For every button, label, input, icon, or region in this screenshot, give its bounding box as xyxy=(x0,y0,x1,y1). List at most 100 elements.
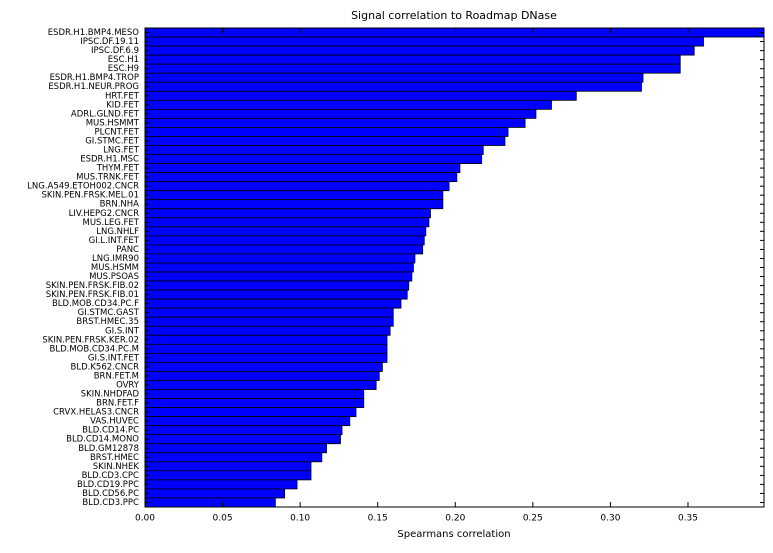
plot-frame xyxy=(144,27,765,508)
y-tick-label: ADRL.GLND.FET xyxy=(71,109,140,119)
bar xyxy=(144,127,509,137)
bar xyxy=(144,90,577,101)
x-tick-label: 0.30 xyxy=(600,514,620,524)
bar xyxy=(144,45,695,56)
bar xyxy=(144,380,377,390)
y-tick-label: ESC.H1 xyxy=(108,55,139,65)
bar xyxy=(144,325,391,336)
y-tick-label: GI.STMC.GAST xyxy=(78,308,140,318)
x-tick-label: 0.20 xyxy=(445,514,465,524)
bar xyxy=(144,434,341,445)
y-tick-label: VAS.HUVEC xyxy=(90,417,139,427)
bar xyxy=(144,389,365,399)
y-tick-label: THYM.FET xyxy=(96,164,140,174)
y-tick-label: ESC.H9 xyxy=(108,64,139,74)
bar xyxy=(144,235,425,246)
y-tick-label: BLD.CD3.CPC xyxy=(82,471,139,481)
bar xyxy=(144,72,644,83)
bar xyxy=(144,361,383,372)
x-axis-label: Spearmans correlation xyxy=(397,529,510,540)
y-tick-label: SKIN.NHEK xyxy=(93,462,140,472)
bar xyxy=(144,145,484,155)
y-tick-label: SKIN.PEN.FRSK.MEL.01 xyxy=(41,191,139,201)
y-tick-label: ESDR.H1.BMP4.TROP xyxy=(50,73,139,83)
y-tick-label: OVRY xyxy=(116,380,140,390)
bar xyxy=(144,117,526,128)
bar xyxy=(144,99,552,110)
bar xyxy=(144,307,394,318)
y-tick-label: ESDR.H1.NEUR.PROG xyxy=(48,82,139,92)
x-tick-label: 0.00 xyxy=(135,514,155,524)
bar xyxy=(144,271,413,282)
bar xyxy=(144,244,424,255)
y-tick-label: SKIN.PEN.FRSK.FIB.01 xyxy=(46,290,139,300)
y-tick-label: GI.S.INT xyxy=(105,326,140,336)
y-tick-label: BRST.HMEC.35 xyxy=(76,317,139,327)
bar xyxy=(144,425,343,436)
bar xyxy=(144,163,461,174)
bar xyxy=(144,371,380,381)
bar xyxy=(144,226,427,237)
y-tick-label: MUS.TRNK.FET xyxy=(76,173,140,183)
y-tick-label: ESDR.H1.MSC xyxy=(80,155,139,165)
bar xyxy=(144,488,286,499)
bar xyxy=(144,81,642,92)
y-tick-label: BLD.CD56.PC xyxy=(82,489,139,499)
y-tick-label: LNG.FET xyxy=(103,146,140,156)
y-tick-label: BLD.CD3.PPC xyxy=(82,498,139,508)
y-tick-label: MUS.HSMM xyxy=(91,263,139,273)
y-tick-label: SKIN.PEN.FRSK.KER.02 xyxy=(42,335,139,345)
y-tick-label: HRT.FET xyxy=(105,91,140,101)
bar xyxy=(144,181,450,192)
bar xyxy=(144,479,298,490)
bar xyxy=(144,190,444,201)
bar xyxy=(144,262,414,273)
y-tick-label: MUS.PSOAS xyxy=(89,272,139,282)
bar xyxy=(144,36,704,47)
y-tick-label: CRVX.HELAS3.CNCR xyxy=(53,408,139,418)
bar xyxy=(144,172,458,183)
x-tick-label: 0.15 xyxy=(368,514,388,524)
bar xyxy=(144,136,506,146)
bar xyxy=(144,407,357,418)
y-tick-label: BRN.NHA xyxy=(100,200,140,210)
y-tick-label: SKIN.PEN.FRSK.FIB.02 xyxy=(46,281,139,291)
y-tick-label: GI.L.INT.FET xyxy=(89,236,140,246)
bar xyxy=(144,461,312,472)
y-tick-label: IPSC.DF.19.11 xyxy=(80,37,139,47)
bar xyxy=(144,343,388,354)
y-tick-label: PANC xyxy=(116,245,139,255)
y-tick-label: BLD.GM12878 xyxy=(78,444,139,454)
bar xyxy=(144,208,431,219)
y-tick-label: PLCNT.FET xyxy=(95,127,140,137)
y-tick-label: BRST.HMEC xyxy=(90,453,139,463)
y-tick-label: SKIN.NHDFAD xyxy=(81,390,140,400)
chart-title: Signal correlation to Roadmap DNase xyxy=(351,9,557,22)
bar xyxy=(144,280,410,291)
y-tick-label: BLD.MOB.CD34.PC.M xyxy=(50,344,139,354)
y-tick-label: MUS.HSMMT xyxy=(86,118,140,128)
bar xyxy=(144,154,483,164)
y-tick-label: IPSC.DF.6.9 xyxy=(91,46,139,56)
bar xyxy=(144,334,388,345)
bar xyxy=(144,298,402,309)
x-tick-label: 0.25 xyxy=(523,514,543,524)
y-tick-label: BLD.K562.CNCR xyxy=(71,362,140,372)
bar xyxy=(144,416,351,427)
y-tick-label: BLD.CD19.PPC xyxy=(77,480,139,490)
bar xyxy=(144,470,312,481)
bar xyxy=(144,352,388,363)
bar xyxy=(144,253,416,264)
y-tick-label: MUS.LEG.FET xyxy=(83,218,140,228)
y-tick-label: LNG.NHLF xyxy=(96,227,139,237)
bar xyxy=(144,63,681,74)
bar xyxy=(144,108,537,119)
bar xyxy=(144,27,765,38)
y-tick-label: BRN.FET.M xyxy=(94,371,139,381)
y-tick-label: LNG.A549.ETOH002.CNCR xyxy=(27,182,139,192)
bar xyxy=(144,199,444,210)
y-tick-label: KID.FET xyxy=(106,100,140,110)
x-tick-label: 0.35 xyxy=(678,514,698,524)
bar xyxy=(144,398,365,408)
